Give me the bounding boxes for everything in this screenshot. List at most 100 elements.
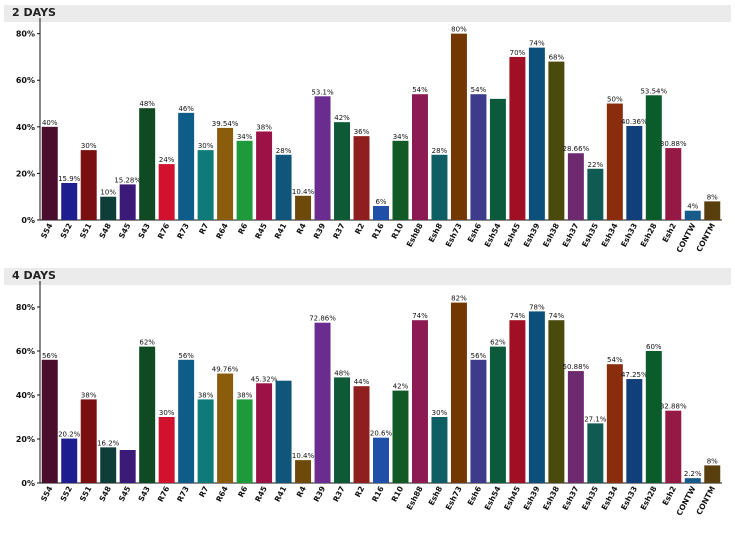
data-label: 46% bbox=[178, 105, 194, 113]
data-label: 68% bbox=[549, 54, 565, 62]
category-label: R16 bbox=[370, 222, 386, 241]
category-label: CONTM bbox=[694, 222, 717, 254]
bar-r2 bbox=[353, 386, 370, 483]
bar-s45 bbox=[119, 450, 136, 483]
category-label: R2 bbox=[353, 485, 366, 499]
bar-r64 bbox=[217, 373, 234, 483]
data-label: 2.2% bbox=[684, 470, 702, 478]
category-label: R45 bbox=[253, 485, 269, 504]
data-label: 24% bbox=[159, 156, 175, 164]
bar-r39 bbox=[314, 96, 331, 220]
data-label: 62% bbox=[490, 339, 506, 347]
y-tick-label: 60% bbox=[16, 347, 35, 356]
bar-r41 bbox=[275, 154, 292, 220]
category-label: Esh6 bbox=[466, 222, 484, 244]
bar-chart-2-days: 0% 20% 40% 60% 80% 40% S54 15.9% S52 30% S51 10% S48… bbox=[16, 18, 722, 254]
bar-r41 bbox=[275, 380, 292, 483]
bar-r45 bbox=[256, 131, 273, 220]
category-label: Esh45 bbox=[502, 222, 522, 249]
category-label: Esh39 bbox=[522, 222, 542, 249]
y-tick-label: 80% bbox=[16, 303, 35, 312]
data-label: 30% bbox=[159, 409, 175, 417]
data-label: 36% bbox=[354, 128, 370, 136]
category-label: R37 bbox=[331, 222, 347, 241]
bar-esh6 bbox=[470, 94, 487, 220]
category-label: S54 bbox=[39, 222, 54, 240]
category-label: S54 bbox=[39, 485, 54, 503]
category-label: S45 bbox=[117, 222, 132, 240]
data-label: 78% bbox=[529, 303, 545, 311]
data-label: 44% bbox=[354, 378, 370, 386]
data-label: 47.25% bbox=[621, 371, 648, 379]
category-label: Esh34 bbox=[600, 485, 620, 512]
bar-esh8 bbox=[431, 154, 448, 220]
category-label: R10 bbox=[390, 222, 406, 241]
data-label: 60% bbox=[646, 343, 662, 351]
bar-s51 bbox=[80, 399, 97, 483]
bar-esh73 bbox=[450, 302, 467, 483]
category-label: Esh73 bbox=[444, 222, 464, 249]
y-tick-label: 20% bbox=[16, 435, 35, 444]
bar-r4 bbox=[295, 460, 312, 483]
bar-r10 bbox=[392, 390, 409, 483]
category-label: Esh8 bbox=[427, 222, 445, 244]
category-label: S52 bbox=[59, 485, 74, 503]
bar-esh54 bbox=[489, 346, 506, 483]
bar-r37 bbox=[334, 122, 351, 220]
category-label: R41 bbox=[273, 485, 289, 504]
bar-s54 bbox=[41, 126, 58, 220]
category-label: R4 bbox=[295, 485, 308, 499]
bar-s43 bbox=[139, 346, 156, 483]
bar-r37 bbox=[334, 377, 351, 483]
data-label: 74% bbox=[549, 312, 565, 320]
bar-esh39 bbox=[528, 311, 545, 483]
y-tick-label: 0% bbox=[21, 479, 35, 488]
bar-esh37 bbox=[567, 371, 584, 483]
bar-esh88 bbox=[411, 94, 428, 220]
data-label: 8% bbox=[707, 193, 718, 201]
data-label: 70% bbox=[510, 49, 526, 57]
y-tick-label: 80% bbox=[16, 30, 35, 39]
bar-s45 bbox=[119, 184, 136, 220]
category-label: R73 bbox=[175, 222, 191, 241]
category-label: Esh34 bbox=[600, 222, 620, 249]
data-label: 54% bbox=[607, 356, 623, 364]
bar-r6 bbox=[236, 140, 253, 220]
bar-r76 bbox=[158, 417, 175, 483]
bar-esh6 bbox=[470, 359, 487, 483]
data-label: 38% bbox=[198, 391, 214, 399]
bar-s52 bbox=[61, 438, 78, 483]
bar-r76 bbox=[158, 164, 175, 220]
bar-r7 bbox=[197, 399, 214, 483]
y-tick-label: 60% bbox=[16, 76, 35, 85]
data-label: 42% bbox=[393, 383, 409, 391]
bar-esh34 bbox=[606, 364, 623, 483]
data-label: 10% bbox=[100, 189, 116, 197]
category-label: S48 bbox=[97, 485, 112, 503]
data-label: 32.88% bbox=[660, 403, 687, 411]
bar-s54 bbox=[41, 359, 58, 483]
category-label: S48 bbox=[97, 222, 112, 240]
bar-esh39 bbox=[528, 47, 545, 220]
panel-title-bar-2-days: 2 DAYS bbox=[4, 5, 731, 22]
category-label: CONTM bbox=[694, 485, 717, 517]
category-label: Esh39 bbox=[522, 485, 542, 512]
category-label: R4 bbox=[295, 222, 308, 236]
bar-r7 bbox=[197, 150, 214, 220]
category-label: R41 bbox=[273, 222, 289, 241]
bar-r16 bbox=[373, 206, 389, 220]
category-label: R2 bbox=[353, 222, 366, 236]
category-label: R45 bbox=[253, 222, 269, 241]
data-label: 82% bbox=[451, 295, 467, 303]
data-label: 20.6% bbox=[370, 430, 393, 438]
category-label: R76 bbox=[156, 485, 172, 504]
bar-s48 bbox=[100, 447, 117, 483]
data-label: 15.28% bbox=[114, 176, 141, 184]
data-label: 48% bbox=[334, 369, 350, 377]
data-label: 45.32% bbox=[251, 375, 278, 383]
data-label: 74% bbox=[412, 312, 428, 320]
data-label: 16.2% bbox=[97, 439, 120, 447]
bar-r64 bbox=[217, 127, 234, 220]
chart-title-4-days: 4 DAYS bbox=[12, 269, 56, 282]
category-label: R7 bbox=[197, 222, 210, 236]
